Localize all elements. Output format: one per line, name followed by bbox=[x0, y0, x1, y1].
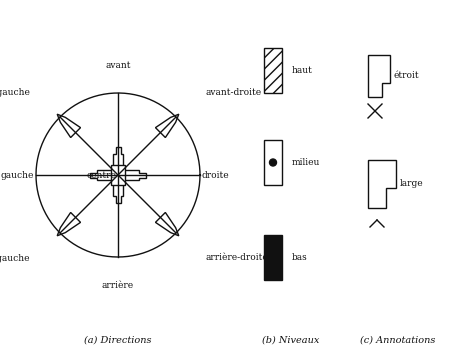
Polygon shape bbox=[120, 170, 146, 180]
Polygon shape bbox=[155, 212, 179, 236]
Polygon shape bbox=[57, 114, 80, 138]
Text: (a) Directions: (a) Directions bbox=[84, 336, 152, 345]
Text: large: large bbox=[400, 180, 424, 189]
Text: arrière-gauche: arrière-gauche bbox=[0, 253, 30, 263]
Text: avant-gauche: avant-gauche bbox=[0, 87, 30, 96]
Polygon shape bbox=[57, 212, 80, 236]
Text: droite: droite bbox=[202, 171, 230, 180]
Text: bas: bas bbox=[292, 253, 308, 262]
Polygon shape bbox=[155, 114, 179, 138]
Bar bbox=[264, 235, 282, 280]
Text: haut: haut bbox=[292, 66, 313, 75]
Bar bbox=[111, 165, 125, 185]
Text: étroit: étroit bbox=[394, 72, 420, 81]
Text: avant: avant bbox=[105, 60, 131, 69]
Polygon shape bbox=[90, 170, 116, 180]
Text: milieu: milieu bbox=[292, 158, 321, 167]
Text: arrière: arrière bbox=[102, 280, 134, 289]
Polygon shape bbox=[368, 55, 390, 97]
Polygon shape bbox=[113, 177, 123, 203]
Text: gauche: gauche bbox=[0, 171, 34, 180]
Text: (b) Niveaux: (b) Niveaux bbox=[262, 336, 320, 345]
Bar bbox=[264, 48, 282, 93]
Polygon shape bbox=[113, 147, 123, 173]
Text: avant-droite: avant-droite bbox=[206, 87, 262, 96]
Text: arrière-droite: arrière-droite bbox=[206, 253, 269, 262]
Text: centre: centre bbox=[86, 171, 116, 180]
Circle shape bbox=[270, 159, 277, 166]
Polygon shape bbox=[368, 160, 396, 208]
Bar bbox=[264, 140, 282, 185]
Text: (c) Annotations: (c) Annotations bbox=[360, 336, 436, 345]
